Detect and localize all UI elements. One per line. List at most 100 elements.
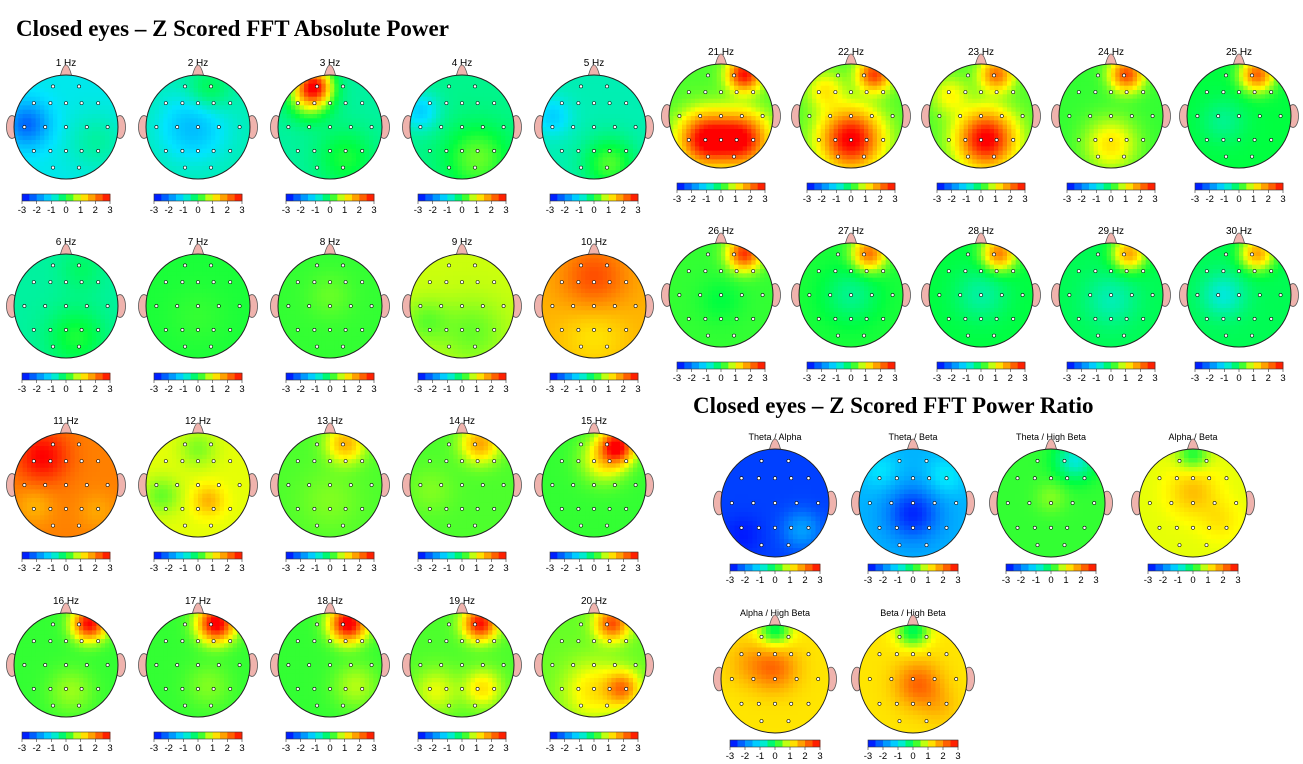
head-outline bbox=[409, 612, 515, 718]
electrode-dot bbox=[579, 622, 583, 627]
electrode-dot bbox=[501, 125, 506, 129]
head-outline bbox=[928, 242, 1034, 348]
electrode-dot bbox=[163, 327, 168, 332]
electrode-dot bbox=[579, 165, 583, 170]
electrode-dot bbox=[559, 280, 564, 285]
colorbar-tick-label: 1 bbox=[78, 563, 83, 574]
electrode-dot bbox=[979, 114, 983, 118]
electrode-dot bbox=[576, 280, 581, 285]
electrode-dot bbox=[624, 148, 629, 153]
electrode-dot bbox=[897, 719, 902, 724]
colorbar-tick-label: 1 bbox=[1063, 575, 1068, 586]
electrode-dot bbox=[492, 280, 497, 285]
ratio-map-alpha-beta: Alpha / Beta bbox=[1131, 432, 1255, 558]
colorbar-tick-label: -1 bbox=[179, 205, 187, 216]
colorbar-tick-label: -1 bbox=[47, 563, 55, 574]
electrode-dot bbox=[96, 280, 101, 285]
colorbar-tick-label: 3 bbox=[371, 384, 376, 395]
colorbar-tick-label: 1 bbox=[733, 373, 738, 384]
absolute-power-title: Closed eyes – Z Scored FFT Absolute Powe… bbox=[16, 17, 449, 40]
colorbar-tick-label: 0 bbox=[591, 563, 596, 574]
topomap-16-hz: 16 Hz bbox=[6, 596, 126, 718]
electrode-dot bbox=[439, 304, 444, 308]
electrode-dot bbox=[816, 316, 821, 321]
electrode-dot bbox=[1049, 501, 1053, 505]
electrode-dot bbox=[1129, 293, 1134, 297]
electrode-dot bbox=[341, 84, 345, 89]
colorbar-tick-label: -2 bbox=[164, 563, 172, 574]
electrode-dot bbox=[1109, 137, 1113, 142]
electrode-dot bbox=[1032, 525, 1037, 530]
electrode-dot bbox=[228, 101, 233, 106]
electrode-dot bbox=[849, 269, 853, 274]
electrode-dot bbox=[175, 483, 180, 487]
electrode-dot bbox=[427, 101, 432, 106]
colorbar-tick-label: -3 bbox=[546, 205, 554, 216]
electrode-dot bbox=[1076, 316, 1081, 321]
colorbar-tick-label: 1 bbox=[210, 384, 215, 395]
colorbar-tick-label: -1 bbox=[179, 563, 187, 574]
head-outline bbox=[1058, 63, 1164, 169]
colorbar: -3 -2 -1 0 1 2 3 bbox=[414, 551, 509, 574]
colorbar-tick-label: 3 bbox=[1022, 373, 1027, 384]
electrode-dot bbox=[864, 316, 869, 321]
colorbar-tick-label: 1 bbox=[606, 205, 611, 216]
electrode-dot bbox=[237, 483, 242, 487]
electrode-dot bbox=[460, 304, 464, 308]
electrode-dot bbox=[946, 90, 951, 95]
colorbar-tick-label: -3 bbox=[150, 743, 158, 754]
colorbar-tick-label: 3 bbox=[107, 563, 112, 574]
electrode-dot bbox=[77, 263, 81, 268]
map-label: 12 Hz bbox=[185, 416, 211, 427]
colorbar-tick-label: 1 bbox=[1123, 194, 1128, 205]
colorbar-tick-label: 2 bbox=[1266, 373, 1271, 384]
electrode-dot bbox=[31, 506, 36, 511]
colorbar-tick-label: 0 bbox=[459, 743, 464, 754]
colorbar-tick-label: 0 bbox=[718, 194, 723, 205]
colorbar-tick-label: 3 bbox=[239, 384, 244, 395]
electrode-dot bbox=[605, 703, 609, 708]
electrode-dot bbox=[492, 327, 497, 332]
electrode-dot bbox=[460, 687, 464, 691]
colorbar: -3 -2 -1 0 1 2 3 bbox=[1191, 182, 1286, 205]
head-outline bbox=[409, 432, 515, 538]
electrode-dot bbox=[1224, 476, 1229, 481]
topomap-22-hz: 22 Hz bbox=[791, 47, 911, 169]
colorbar-tick-label: 1 bbox=[925, 575, 930, 586]
electrode-dot bbox=[312, 506, 317, 511]
electrode-dot bbox=[932, 677, 937, 681]
electrode-dot bbox=[889, 501, 894, 505]
colorbar-tick-label: 1 bbox=[342, 563, 347, 574]
electrode-dot bbox=[729, 501, 734, 505]
electrode-dot bbox=[1204, 90, 1209, 95]
electrode-dot bbox=[96, 639, 101, 644]
electrode-dot bbox=[315, 442, 319, 447]
electrode-dot bbox=[759, 635, 764, 639]
electrode-dot bbox=[77, 165, 81, 170]
colorbar-tick-label: -2 bbox=[1159, 575, 1167, 586]
electrode-dot bbox=[751, 316, 756, 321]
electrode-dot bbox=[1216, 293, 1221, 297]
electrode-dot bbox=[228, 459, 233, 464]
colorbar: -3 -2 -1 0 1 2 3 bbox=[546, 731, 641, 754]
colorbar-tick-label: -2 bbox=[741, 751, 749, 762]
electrode-dot bbox=[228, 280, 233, 285]
electrode-dot bbox=[1221, 90, 1226, 95]
electrode-dot bbox=[1093, 137, 1098, 142]
electrode-dot bbox=[1035, 543, 1040, 548]
colorbar-tick-label: 1 bbox=[606, 384, 611, 395]
electrode-dot bbox=[836, 73, 840, 78]
colorbar-tick-label: -2 bbox=[428, 743, 436, 754]
electrode-dot bbox=[706, 154, 710, 159]
colorbar-tick-label: 3 bbox=[635, 743, 640, 754]
electrode-dot bbox=[1065, 525, 1070, 530]
electrode-dot bbox=[77, 703, 81, 708]
z-score-heatmap bbox=[1187, 64, 1291, 168]
electrode-dot bbox=[862, 73, 866, 78]
electrode-dot bbox=[1141, 137, 1146, 142]
colorbar-tick-label: 2 bbox=[225, 384, 230, 395]
colorbar-tick-label: 3 bbox=[503, 743, 508, 754]
colorbar: -3 -2 -1 0 1 2 3 bbox=[546, 372, 641, 395]
electrode-dot bbox=[427, 639, 432, 644]
electrode-dot bbox=[360, 327, 365, 332]
